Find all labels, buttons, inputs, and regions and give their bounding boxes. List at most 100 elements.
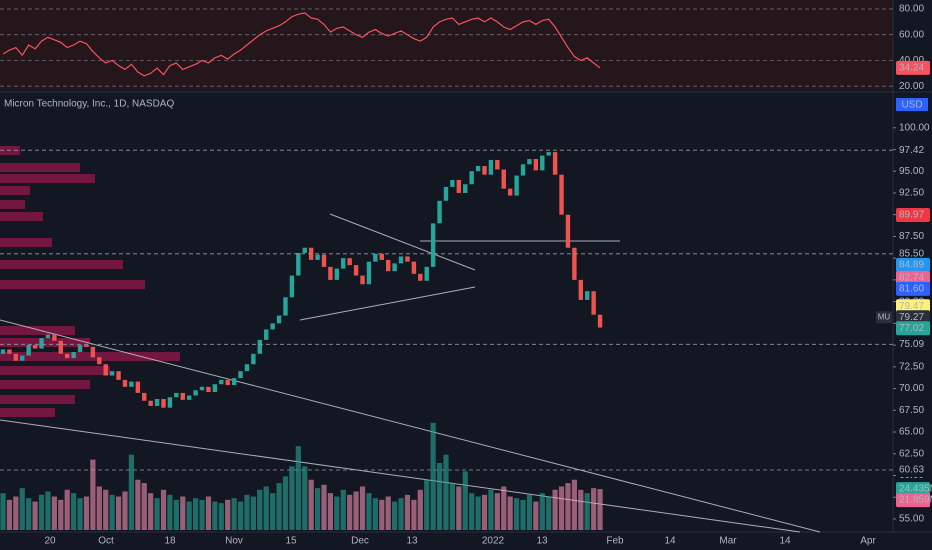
candle-body (90, 346, 96, 358)
volume-bar (244, 494, 250, 530)
candle-body (360, 275, 365, 285)
volume-bar (321, 484, 327, 530)
volume-bar (212, 501, 218, 530)
candle-body (334, 268, 340, 280)
candle-body (366, 261, 372, 285)
candle-body (373, 253, 378, 262)
volume-bar (77, 498, 83, 530)
volume-bar (385, 496, 391, 530)
candle-body (174, 392, 179, 398)
candle-body (527, 159, 532, 165)
candle-body (405, 256, 410, 262)
candle-body (572, 247, 577, 280)
candle-body (26, 345, 31, 356)
volume-bar (533, 501, 539, 530)
x-tick-label: 18 (164, 536, 176, 547)
x-tick-label: 20 (44, 536, 56, 547)
volume-bar (96, 486, 102, 530)
y-tick-label: 80.00 (899, 4, 924, 15)
candle-body (565, 214, 571, 248)
candle-body (443, 186, 449, 201)
candle-body (321, 254, 327, 267)
candle-body (597, 314, 603, 328)
volume-bar (135, 479, 141, 530)
volume-bar (0, 493, 6, 530)
volume-bar (308, 479, 314, 530)
price-label: 79.47 (899, 301, 924, 312)
volume-bar (494, 493, 500, 530)
candle-body (456, 179, 462, 193)
price-label: 24.435M (899, 484, 932, 495)
price-label-box (896, 270, 930, 285)
volume-bar (462, 471, 468, 530)
x-tick-label: Mar (719, 536, 737, 547)
price-label-box (896, 337, 930, 352)
y-tick-label: 72.50 (899, 361, 924, 372)
candle-body (135, 381, 141, 393)
volume-bar (45, 491, 51, 530)
y-tick-label: 62.50 (899, 448, 924, 459)
candle-body (238, 371, 243, 379)
candle-body (7, 349, 12, 354)
symbol-tag-box (876, 311, 892, 324)
volume-bar (225, 499, 231, 530)
x-tick-label: Apr (860, 536, 876, 547)
candle-body (482, 166, 487, 175)
volume-bar (167, 494, 173, 530)
price-label-box (896, 463, 930, 478)
candle-body (103, 364, 108, 376)
y-tick-label: 70.00 (899, 383, 924, 394)
candle-body (270, 323, 275, 330)
volume-bar (148, 493, 154, 530)
volume-bar (237, 501, 244, 530)
candle-body (109, 371, 115, 376)
volume-bar (327, 493, 334, 530)
volume-bar (449, 483, 455, 530)
volume-bar (469, 493, 475, 530)
candle-body (398, 256, 404, 264)
volume-bar (436, 463, 443, 530)
volume-bar (456, 486, 462, 530)
volume-bar (64, 489, 70, 530)
volume-bar (443, 454, 449, 530)
candle-body (142, 392, 147, 401)
y-tick-label: 92.50 (899, 188, 924, 199)
price-label-box (896, 281, 930, 296)
candle-body (212, 384, 218, 393)
price-label-box (896, 246, 930, 261)
volume-bar (128, 454, 134, 530)
candle-body (32, 345, 38, 349)
volume-bar (160, 489, 167, 530)
x-tick-label: 14 (664, 536, 676, 547)
volume-profile (0, 146, 180, 417)
price-label-box (896, 143, 930, 158)
price-label: 79.27 (899, 312, 924, 323)
candle-body (578, 279, 583, 300)
candle-body (129, 381, 134, 387)
x-tick-label: Nov (225, 536, 243, 547)
candle-body (514, 175, 519, 196)
volume-bar (546, 496, 552, 530)
candle-body (52, 334, 57, 341)
volume-bar (186, 501, 192, 530)
volume-bar (372, 498, 378, 530)
x-tick-label: 13 (406, 536, 418, 547)
y-tick-label: 95.00 (899, 166, 924, 177)
symbol-tag: MU (878, 312, 891, 321)
volume-bar (398, 498, 404, 530)
candle-body (475, 166, 481, 172)
volume-bar (539, 493, 545, 530)
candle-body (154, 398, 160, 406)
x-tick-label: 14 (779, 536, 791, 547)
price-label: 60.63 (899, 465, 924, 476)
candle-body (328, 266, 333, 280)
price-label: 75.09 (899, 339, 924, 350)
currency-badge (896, 98, 928, 111)
candle-body (469, 171, 474, 185)
candle-body (520, 164, 526, 176)
volume-bar (289, 466, 295, 530)
price-label-box (896, 321, 930, 336)
candle-body (84, 345, 89, 347)
candle-body (418, 273, 423, 281)
volume-bar (347, 494, 353, 530)
